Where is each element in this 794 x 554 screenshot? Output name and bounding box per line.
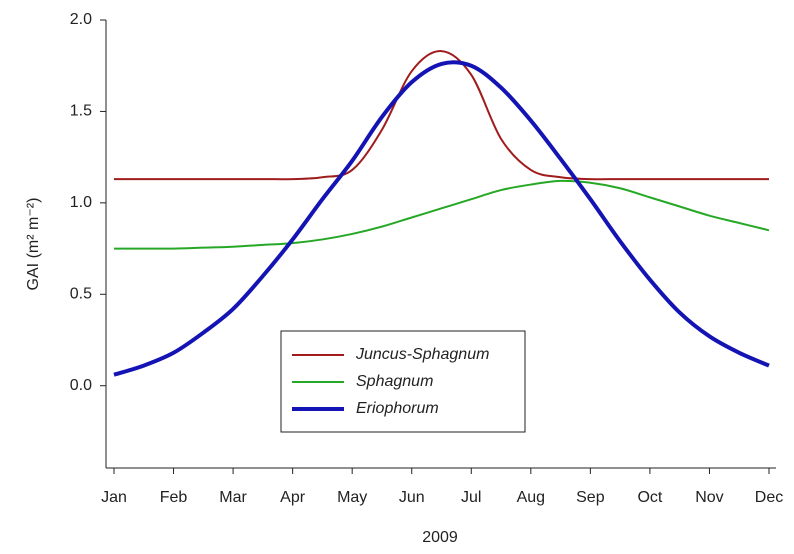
legend-label: Eriophorum [356, 400, 439, 417]
series-line [114, 50, 769, 181]
x-tick-label: Jul [461, 489, 481, 506]
x-tick-label: Aug [517, 489, 545, 506]
y-tick-label: 1.5 [70, 103, 92, 120]
y-tick-label: 0.5 [70, 286, 92, 303]
x-tick-label: Oct [637, 489, 662, 506]
x-tick-label: Sep [576, 489, 605, 506]
x-tick-label: Dec [755, 489, 783, 506]
y-axis-label: GAI (m² m⁻²) [25, 198, 42, 291]
y-tick-label: 2.0 [70, 11, 92, 28]
x-tick-label: Feb [160, 489, 188, 506]
y-tick-label: 0.0 [70, 377, 92, 394]
x-tick-label: Nov [695, 489, 723, 506]
x-tick-label: May [337, 489, 367, 506]
legend-label: Juncus-Sphagnum [355, 346, 489, 363]
series-line [113, 60, 770, 377]
y-tick-label: 1.0 [70, 194, 92, 211]
x-tick-label: Mar [219, 489, 247, 506]
x-tick-label: Jan [101, 489, 127, 506]
x-tick-label: Jun [399, 489, 425, 506]
x-tick-label: Apr [280, 489, 306, 506]
legend-label: Sphagnum [356, 373, 433, 390]
series-line [113, 179, 770, 250]
x-axis-label: 2009 [422, 529, 458, 546]
